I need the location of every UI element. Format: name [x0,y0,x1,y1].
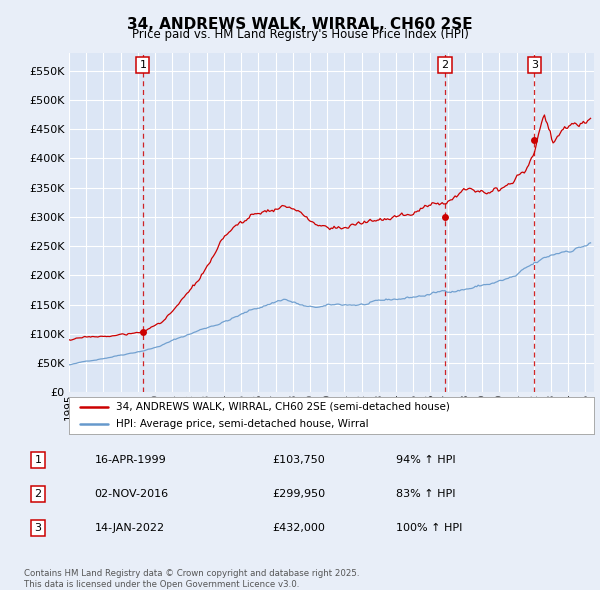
Text: 02-NOV-2016: 02-NOV-2016 [95,489,169,499]
Text: 16-APR-1999: 16-APR-1999 [95,455,166,465]
Text: 14-JAN-2022: 14-JAN-2022 [95,523,164,533]
Text: 1: 1 [139,60,146,70]
Text: Price paid vs. HM Land Registry's House Price Index (HPI): Price paid vs. HM Land Registry's House … [131,28,469,41]
Text: £103,750: £103,750 [272,455,325,465]
Text: 2: 2 [442,60,448,70]
Text: 34, ANDREWS WALK, WIRRAL, CH60 2SE: 34, ANDREWS WALK, WIRRAL, CH60 2SE [127,17,473,31]
Text: Contains HM Land Registry data © Crown copyright and database right 2025.
This d: Contains HM Land Registry data © Crown c… [24,569,359,589]
Text: 1: 1 [35,455,41,465]
Text: 3: 3 [531,60,538,70]
Text: 34, ANDREWS WALK, WIRRAL, CH60 2SE (semi-detached house): 34, ANDREWS WALK, WIRRAL, CH60 2SE (semi… [116,402,450,412]
Text: 83% ↑ HPI: 83% ↑ HPI [396,489,456,499]
Text: £432,000: £432,000 [272,523,325,533]
Text: £299,950: £299,950 [272,489,325,499]
Text: 100% ↑ HPI: 100% ↑ HPI [396,523,463,533]
Text: HPI: Average price, semi-detached house, Wirral: HPI: Average price, semi-detached house,… [116,419,369,429]
Text: 3: 3 [35,523,41,533]
Text: 94% ↑ HPI: 94% ↑ HPI [396,455,456,465]
Text: 2: 2 [35,489,41,499]
